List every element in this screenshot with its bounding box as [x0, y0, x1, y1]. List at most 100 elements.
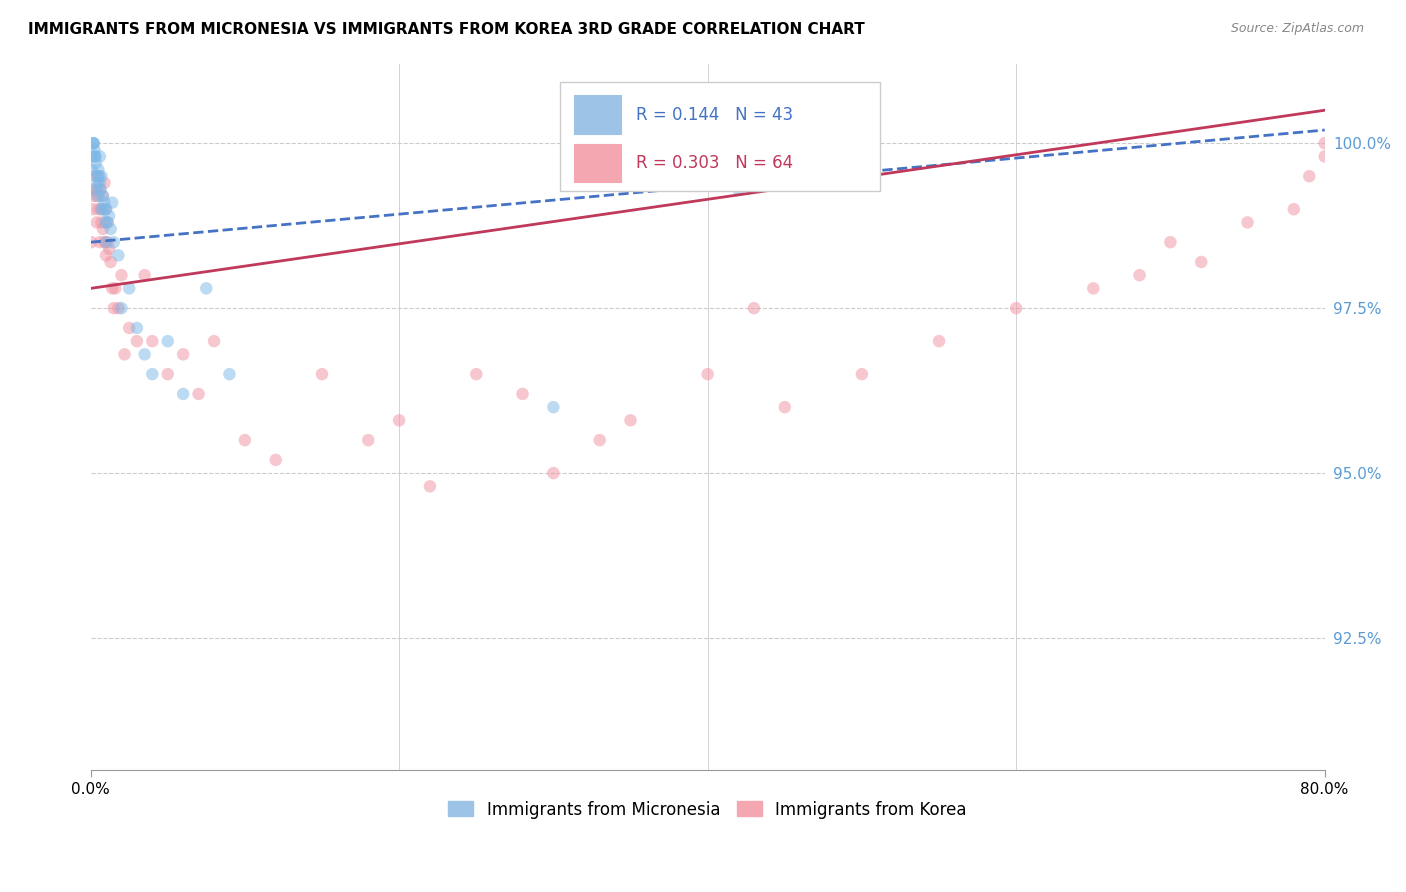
Point [94, 215, 117, 229]
Point [94, 248, 117, 262]
Legend: Immigrants from Micronesia, Immigrants from Korea: Immigrants from Micronesia, Immigrants f… [441, 794, 973, 825]
Point [86, 176, 108, 190]
Point [91, 189, 114, 203]
Point [84, 149, 107, 163]
Point [125, 334, 148, 348]
Point [84, 149, 107, 163]
Point [172, 347, 194, 361]
Point [1005, 301, 1028, 315]
Text: IMMIGRANTS FROM MICRONESIA VS IMMIGRANTS FROM KOREA 3RD GRADE CORRELATION CHART: IMMIGRANTS FROM MICRONESIA VS IMMIGRANTS… [28, 22, 865, 37]
FancyBboxPatch shape [560, 82, 880, 191]
Point [83, 189, 105, 203]
Point [87, 169, 110, 184]
FancyBboxPatch shape [575, 144, 621, 182]
Point [83, 143, 105, 157]
Point [742, 301, 765, 315]
Point [101, 281, 124, 295]
Point [98, 242, 121, 256]
Point [107, 248, 129, 262]
Point [89, 149, 111, 163]
Point [1128, 268, 1150, 282]
Point [134, 268, 156, 282]
Point [357, 433, 380, 447]
Point [89, 176, 111, 190]
Point [93, 195, 115, 210]
Text: Source: ZipAtlas.com: Source: ZipAtlas.com [1230, 22, 1364, 36]
Point [87, 189, 110, 203]
Point [93, 235, 115, 250]
Point [419, 479, 441, 493]
Point [94, 235, 117, 250]
Point [101, 195, 124, 210]
Point [98, 209, 121, 223]
Point [86, 215, 108, 229]
Point [118, 321, 141, 335]
Point [84, 156, 107, 170]
Point [195, 281, 218, 295]
Point [83, 136, 105, 151]
Point [84, 182, 107, 196]
Point [84, 169, 107, 184]
Point [928, 334, 950, 348]
Point [512, 387, 534, 401]
Point [311, 367, 333, 381]
Point [134, 347, 156, 361]
Point [91, 189, 114, 203]
Point [82, 182, 104, 196]
Point [1083, 281, 1105, 295]
Point [87, 202, 110, 217]
Point [1298, 169, 1320, 184]
Point [103, 235, 125, 250]
FancyBboxPatch shape [575, 95, 621, 134]
Point [543, 400, 565, 414]
Point [1313, 136, 1336, 151]
Point [80, 162, 103, 177]
Point [87, 169, 110, 184]
Point [141, 367, 163, 381]
Point [218, 367, 240, 381]
Point [100, 222, 122, 236]
Point [82, 136, 104, 151]
Point [141, 334, 163, 348]
Point [619, 413, 641, 427]
Point [1189, 255, 1212, 269]
Point [233, 433, 256, 447]
Point [187, 387, 209, 401]
Point [90, 202, 112, 217]
Point [202, 334, 225, 348]
Point [83, 136, 105, 151]
Point [114, 347, 136, 361]
Point [89, 182, 111, 196]
Point [90, 215, 112, 229]
Point [94, 202, 117, 217]
Point [107, 301, 129, 315]
Point [100, 255, 122, 269]
Text: R = 0.303   N = 64: R = 0.303 N = 64 [636, 154, 793, 172]
Point [156, 367, 179, 381]
Point [264, 453, 287, 467]
Point [97, 235, 120, 250]
Point [97, 215, 120, 229]
Point [89, 235, 111, 250]
Point [90, 182, 112, 196]
Point [90, 169, 112, 184]
Point [82, 149, 104, 163]
Point [543, 466, 565, 480]
Point [93, 176, 115, 190]
Point [172, 387, 194, 401]
Point [851, 367, 873, 381]
Point [104, 281, 127, 295]
Text: R = 0.144   N = 43: R = 0.144 N = 43 [636, 106, 793, 124]
Point [87, 162, 110, 177]
Point [1236, 215, 1258, 229]
Point [696, 367, 718, 381]
Point [90, 202, 112, 217]
Point [118, 281, 141, 295]
Point [388, 413, 411, 427]
Point [1282, 202, 1305, 217]
Point [589, 433, 612, 447]
Point [94, 202, 117, 217]
Point [125, 321, 148, 335]
Point [86, 169, 108, 184]
Point [93, 202, 115, 217]
